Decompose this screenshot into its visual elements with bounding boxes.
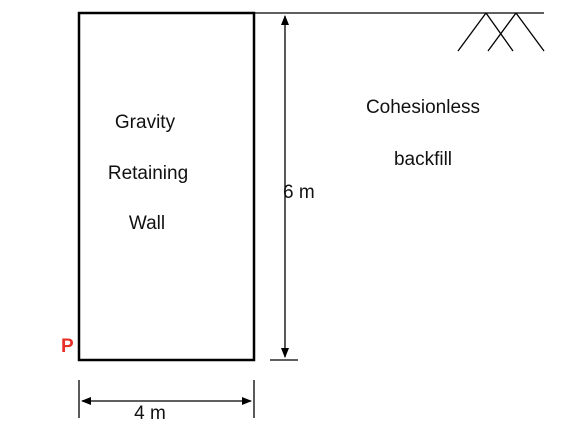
backfill-label-line-2: backfill <box>394 149 452 170</box>
ground-hatch-icon <box>457 12 545 52</box>
width-dimension-label: 4 m <box>134 403 166 424</box>
backfill-label-line-1: Cohesionless <box>366 97 480 118</box>
wall-label-line-3: Wall <box>129 213 165 234</box>
retaining-wall-body <box>77 11 256 362</box>
wall-label-line-1: Gravity <box>115 112 176 133</box>
point-p-label: P <box>61 336 74 357</box>
wall-label-line-2: Retaining <box>108 163 188 184</box>
height-dimension-label: 6 m <box>283 182 315 203</box>
